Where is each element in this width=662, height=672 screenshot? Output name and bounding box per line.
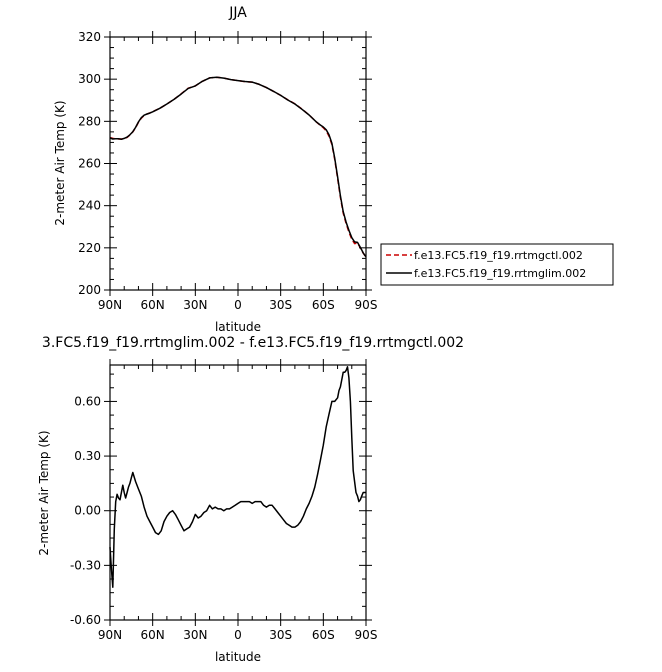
legend: f.e13.FC5.f19_f19.rrtmgctl.002 f.e13.FC5… bbox=[380, 243, 614, 286]
y-tick-label: -0.60 bbox=[70, 613, 101, 627]
series-line bbox=[109, 366, 366, 588]
x-tick-label: 90S bbox=[355, 628, 378, 642]
y-tick-label: 240 bbox=[78, 199, 101, 213]
x-tick-label: 30N bbox=[183, 298, 207, 312]
y-axis-label: 2-meter Air Temp (K) bbox=[53, 100, 67, 225]
x-tick-label: 90N bbox=[98, 628, 122, 642]
plot-frame bbox=[109, 364, 367, 621]
x-tick-label: 60S bbox=[312, 298, 335, 312]
y-tick-label: 0.60 bbox=[74, 394, 101, 408]
legend-box bbox=[380, 243, 614, 286]
y-tick-label: 260 bbox=[78, 157, 101, 171]
x-tick-label: 0 bbox=[234, 628, 242, 642]
x-tick-label: 60S bbox=[312, 628, 335, 642]
legend-entry: f.e13.FC5.f19_f19.rrtmglim.002 bbox=[414, 267, 586, 280]
x-tick-label: 60N bbox=[141, 298, 165, 312]
y-tick-label: -0.30 bbox=[70, 558, 101, 572]
x-axis-label: latitude bbox=[215, 650, 261, 664]
panel-title: 3.FC5.f19_f19.rrtmglim.002 - f.e13.FC5.f… bbox=[42, 335, 464, 351]
y-axis-label: 2-meter Air Temp (K) bbox=[37, 430, 51, 555]
y-tick-label: 280 bbox=[78, 114, 101, 128]
panel-title: JJA bbox=[228, 5, 247, 21]
x-tick-label: 30N bbox=[183, 628, 207, 642]
x-tick-label: 90N bbox=[98, 298, 122, 312]
y-tick-label: 200 bbox=[78, 283, 101, 297]
x-tick-label: 90S bbox=[355, 298, 378, 312]
y-tick-label: 300 bbox=[78, 72, 101, 86]
difference-panel: 3.FC5.f19_f19.rrtmglim.002 - f.e13.FC5.f… bbox=[37, 335, 464, 664]
x-tick-label: 60N bbox=[141, 628, 165, 642]
series-line bbox=[109, 76, 367, 258]
y-tick-label: 0.00 bbox=[74, 504, 101, 518]
y-tick-label: 220 bbox=[78, 241, 101, 255]
x-tick-label: 0 bbox=[234, 298, 242, 312]
temperature-panel: JJA 90N 60N 30N 0 30S 60S 90S 200 220 240 260 280 30… bbox=[53, 5, 614, 334]
x-tick-label: 30S bbox=[269, 628, 292, 642]
x-tick-label: 30S bbox=[269, 298, 292, 312]
y-tick-label: 0.30 bbox=[74, 449, 101, 463]
plot-frame bbox=[109, 36, 367, 291]
x-axis-label: latitude bbox=[215, 320, 261, 334]
series-line bbox=[109, 76, 367, 258]
y-tick-label: 320 bbox=[78, 30, 101, 44]
legend-entry: f.e13.FC5.f19_f19.rrtmgctl.002 bbox=[414, 249, 583, 262]
